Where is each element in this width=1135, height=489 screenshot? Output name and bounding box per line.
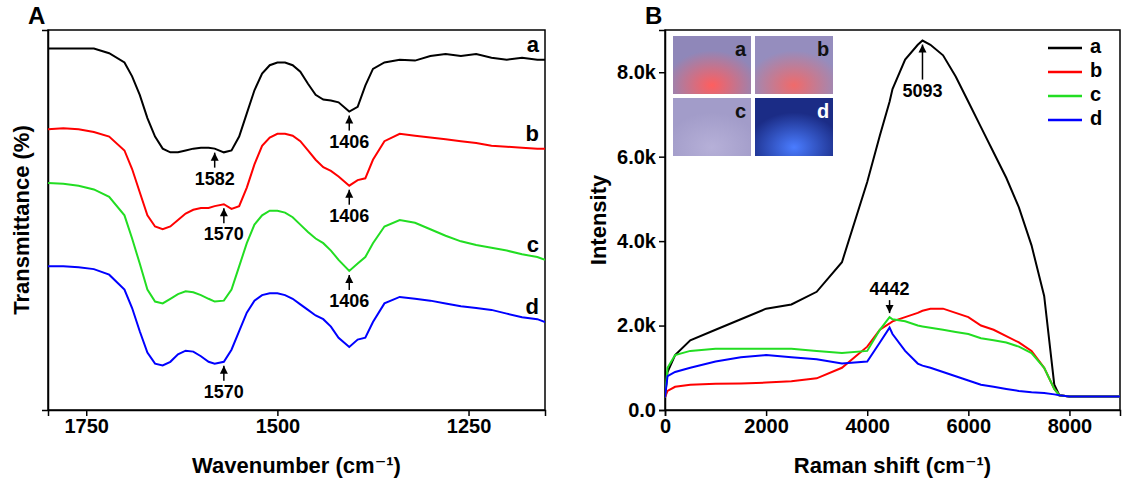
annotation-label: 1570	[204, 382, 244, 402]
x-tick: 0	[660, 410, 671, 437]
legend-swatch	[1048, 47, 1082, 50]
inset-photo	[673, 98, 751, 156]
series-line	[48, 266, 545, 365]
y-axis-line	[42, 31, 49, 411]
x-tick-label: 4000	[845, 415, 890, 437]
x-axis-title: Wavenumber (cm⁻¹)	[192, 453, 401, 478]
x-tick: 1750	[64, 410, 109, 437]
y-tick: 4.0k	[617, 230, 665, 252]
panel-label: B	[645, 2, 662, 29]
inset-photo	[755, 36, 833, 94]
series-line	[665, 328, 1120, 398]
plot-area	[665, 41, 1120, 398]
series-label: c	[527, 232, 539, 257]
annotation-label: 1406	[329, 206, 369, 226]
y-axis-line	[659, 31, 666, 411]
x-tick: 1250	[447, 410, 492, 437]
annotation-arrowhead	[211, 153, 219, 161]
legend-swatch	[1048, 95, 1082, 98]
y-tick-mark	[659, 72, 665, 74]
y-axis: 0.0 2.0k 4.0k 6.0k 8.0k	[617, 31, 665, 421]
figure: 1750 1500 1250 Wavenumber (cm⁻¹) Transmittan…	[0, 0, 1135, 489]
y-tick-mark	[659, 241, 665, 243]
annotation-arrowhead	[345, 275, 353, 283]
annotation-label: 1406	[329, 132, 369, 152]
y-axis-title: Transmittance (%)	[9, 125, 34, 315]
x-tick-label: 0	[660, 415, 671, 437]
series-line	[48, 183, 545, 303]
legend-label: b	[1090, 59, 1102, 81]
legend-swatch	[1048, 119, 1082, 122]
y-tick: 8.0k	[617, 61, 665, 83]
series-label: a	[527, 32, 540, 57]
x-tick: 2000	[744, 410, 789, 437]
plot-area	[48, 49, 545, 366]
annotations: 1582 1406 1570 1406 1406 1570	[195, 116, 370, 402]
legend-label: c	[1090, 83, 1101, 105]
annotation-label: 1570	[204, 224, 244, 244]
chart-root: 1750 1500 1250 Wavenumber (cm⁻¹) Transmittan…	[0, 0, 1135, 489]
x-tick: 4000	[845, 410, 890, 437]
plot-frame	[48, 30, 545, 410]
y-tick: 2.0k	[617, 314, 665, 336]
annotation-arrowhead	[220, 208, 228, 216]
annotation-label: 4442	[870, 279, 910, 299]
annotation-label: 1582	[195, 169, 235, 189]
y-tick-label: 4.0k	[617, 230, 657, 252]
inset-label: d	[817, 100, 829, 122]
y-axis	[42, 31, 49, 411]
y-tick-mark	[659, 325, 665, 327]
inset-photo	[755, 98, 833, 156]
annotation-arrowhead	[886, 305, 894, 313]
x-tick-label: 1250	[447, 415, 492, 437]
annotation-arrowhead	[220, 366, 228, 374]
y-tick: 0.0	[628, 399, 665, 421]
panel: 1750 1500 1250 Wavenumber (cm⁻¹) Transmittan…	[9, 2, 546, 478]
annotation-arrowhead	[345, 116, 353, 124]
inset-label: c	[735, 100, 746, 122]
y-tick-label: 0.0	[628, 399, 656, 421]
x-axis-title: Raman shift (cm⁻¹)	[794, 453, 991, 478]
series-label: b	[526, 121, 539, 146]
inset-group: a b c d	[673, 36, 833, 156]
x-tick-label: 1750	[64, 415, 109, 437]
annotation-label: 1406	[329, 291, 369, 311]
y-tick-mark	[659, 156, 665, 158]
inset-photo	[673, 36, 751, 94]
y-axis-title: Intensity	[586, 174, 611, 265]
legend-swatch	[1048, 71, 1082, 74]
x-tick: 1500	[256, 410, 301, 437]
x-tick-label: 1500	[256, 415, 301, 437]
series-line	[665, 41, 1120, 398]
y-tick: 6.0k	[617, 146, 665, 168]
series-line	[48, 49, 545, 153]
annotation-label: 5093	[902, 81, 942, 101]
legend: abcd	[1048, 35, 1102, 129]
annotation-arrowhead	[345, 190, 353, 198]
inset-label: b	[817, 38, 829, 60]
x-axis: 0 2000 4000 6000 8000	[660, 410, 1121, 437]
y-tick-label: 8.0k	[617, 61, 657, 83]
legend-label: a	[1090, 35, 1102, 57]
x-tick-label: 6000	[947, 415, 992, 437]
x-axis: 1750 1500 1250	[49, 410, 546, 437]
y-tick-label: 2.0k	[617, 314, 657, 336]
x-tick: 6000	[947, 410, 992, 437]
x-tick-label: 2000	[744, 415, 789, 437]
series-line	[665, 317, 1120, 397]
series-line	[665, 309, 1120, 398]
annotation-arrowhead	[918, 45, 926, 53]
x-tick: 8000	[1048, 410, 1093, 437]
inset-label: a	[735, 38, 747, 60]
panel-label: A	[28, 2, 45, 29]
plot-frame	[665, 30, 1120, 410]
annotations: 5093 4442	[870, 45, 943, 314]
legend-label: d	[1090, 107, 1102, 129]
panel: 0 2000 4000 6000 8000 0.0 2.0k 4.0k 6.0k 8.0k Rama…	[586, 2, 1120, 478]
y-tick-mark	[659, 410, 665, 412]
series-label: d	[526, 294, 539, 319]
x-tick-label: 8000	[1048, 415, 1093, 437]
y-tick-label: 6.0k	[617, 146, 657, 168]
